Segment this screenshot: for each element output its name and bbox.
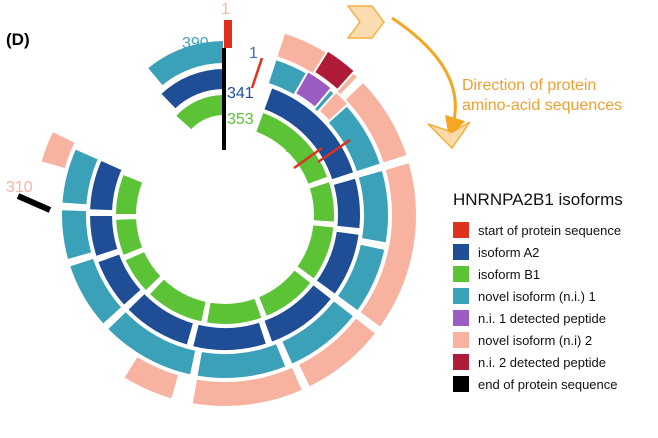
isoform-b1-segment-6 [147,276,208,324]
label-ni1-start: 1 [325,132,334,149]
legend-label-5: n.i. 1 detected peptide [478,311,606,326]
novel-isoform-2-segment-3 [357,160,418,330]
legend-swatch-8 [453,376,469,392]
ni1-detected-peptide [293,69,334,110]
ni2-peptide-adjacent [317,90,350,123]
legend-label-3: isoform B1 [478,267,540,282]
isoform-a2-segment-9 [88,158,125,213]
isoform-a2-segment-7 [95,252,144,308]
isoform-a2-segment-5 [190,320,269,352]
novel-isoform-1-segment-8 [60,208,94,262]
novel-isoform-1-segment-7 [67,256,124,327]
novel-isoform-2-segment-7 [39,129,78,171]
isoform-a2-segment-2 [331,176,362,231]
label-a2-start: 1 [249,45,258,62]
isoform-b1-segment-5 [204,296,264,326]
start-marker-isoform-a2 [250,57,264,89]
legend-swatch-1 [453,222,469,238]
isoform-b1-segment-9 [113,172,145,216]
isoform-a2-segment-4 [262,282,334,345]
isoform-b1-segment-7 [123,249,164,293]
legend-swatch-7 [453,354,469,370]
isoform-a2-segment-3 [314,229,361,297]
start-marker-isoform-b1 [293,146,323,170]
novel-isoform-1-segment-6 [105,309,198,377]
legend: HNRNPA2B1 isoforms start of protein sequ… [453,190,623,392]
label-ni1-end: 390 [182,35,209,52]
legend-label-4: novel isoform (n.i.) 1 [478,289,596,304]
legend-title: HNRNPA2B1 isoforms [453,190,623,209]
legend-label-6: novel isoform (n.i) 2 [478,333,592,348]
ni2-detected-peptide [312,49,357,92]
legend-swatch-6 [453,332,469,348]
label-b1-end: 353 [227,111,254,128]
novel-isoform-1-segment-3 [335,242,387,313]
label-b1-start: 1 [285,139,294,156]
direction-text-line-1: Direction of protein [462,77,596,94]
novel-isoform-2-segment-5 [190,365,305,408]
legend-swatch-5 [453,310,469,326]
start-marker-ni2 [224,20,232,48]
end-marker-ni2 [16,193,52,213]
panel-label: (D) [6,30,30,49]
direction-arrow [346,5,471,150]
isoform-a2-segment-1 [262,85,356,182]
label-a2-end: 341 [227,85,254,102]
isoform-b1-segment-2 [307,179,336,224]
isoform-b1-segment-3 [294,223,336,282]
novel-isoform-1-segment-2 [356,168,390,245]
legend-label-1: start of protein sequence [478,223,621,238]
label-ni2-end: 310 [6,179,33,196]
isoform-b1-segment-8 [114,217,145,258]
legend-label-8: end of protein sequence [478,377,618,392]
novel-isoform-2-segment-4 [296,315,378,389]
legend-swatch-4 [453,288,469,304]
legend-swatch-3 [453,266,469,282]
isoform-rings [39,31,418,408]
novel-isoform-1-segment-4 [279,298,356,367]
isoform-a2-segment-6 [125,291,196,347]
isoform-b1-segment-1 [253,110,330,187]
novel-isoform-1-segment-9 [60,146,101,207]
start-marker-ni1 [317,138,351,164]
isoform-a2-segment-8 [87,214,120,259]
novel-isoform-2-segment-6 [121,354,181,401]
legend-label-2: isoform A2 [478,245,539,260]
novel-isoform-1-segment-5 [195,341,288,380]
label-ni2-start: 1 [221,1,230,18]
direction-text-line-2: amino-acid sequences [462,97,622,114]
novel-isoform-2-segment-2 [342,80,409,165]
legend-label-7: n.i. 2 detected peptide [478,355,606,370]
isoform-b1-segment-4 [256,267,314,319]
legend-swatch-2 [453,244,469,260]
